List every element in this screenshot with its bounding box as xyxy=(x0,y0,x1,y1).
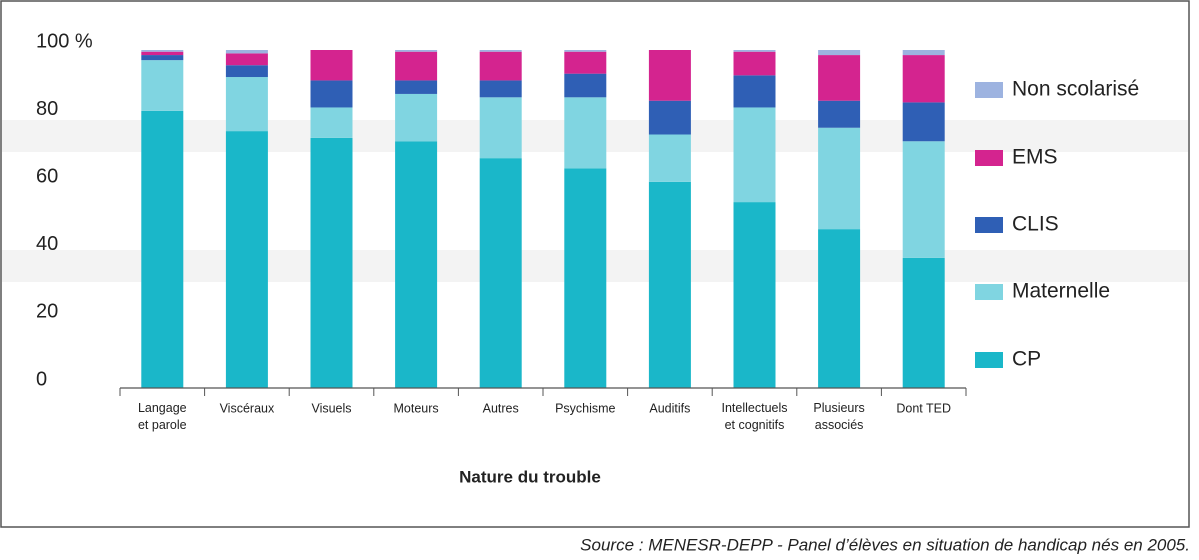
bar-segment xyxy=(902,257,945,388)
bar-segment xyxy=(225,77,268,132)
y-tick-label: 100 % xyxy=(36,30,93,52)
source: Source : MENESR-DEPP - Panel d’élèves en… xyxy=(580,535,1190,554)
bar-segment xyxy=(564,97,607,169)
bar-segment xyxy=(310,50,353,81)
bar-segment xyxy=(902,50,945,56)
bar-segment xyxy=(564,50,607,52)
y-tick-label: 0 xyxy=(36,368,47,390)
legend-swatch xyxy=(975,82,1003,98)
x-tick-label: Visuels xyxy=(311,401,351,415)
legend-label: CP xyxy=(1012,348,1041,371)
bar-segment xyxy=(225,53,268,66)
bar-segment xyxy=(733,75,776,108)
bar-segment xyxy=(395,51,438,81)
bar-segment xyxy=(818,127,861,230)
legend-swatch xyxy=(975,284,1003,300)
legend-label: Non scolarisé xyxy=(1012,78,1139,101)
bar-segment xyxy=(225,131,268,388)
legend-swatch xyxy=(975,217,1003,233)
bar-segment xyxy=(225,50,268,54)
bar-segment xyxy=(310,80,353,108)
bar-segment xyxy=(564,73,607,98)
y-tick-label: 60 xyxy=(36,165,58,187)
bar-segment xyxy=(479,158,522,388)
x-tick-label: Plusieurs associés xyxy=(813,401,864,432)
bar-segment xyxy=(902,55,945,103)
y-tick-label: 40 xyxy=(36,233,58,255)
bar-segment xyxy=(648,50,691,101)
x-tick-label: Dont TED xyxy=(896,401,951,415)
bar-segment xyxy=(479,80,522,98)
bar-segment xyxy=(733,50,776,52)
bar-segment xyxy=(395,141,438,388)
bar-segment xyxy=(479,51,522,81)
bar-segment xyxy=(818,100,861,128)
x-tick-label: Intellectuels et cognitifs xyxy=(721,401,787,432)
x-tick-label: Auditifs xyxy=(649,401,690,415)
x-tick-label: Moteurs xyxy=(394,401,439,415)
bar-segment xyxy=(479,50,522,52)
bar-segment xyxy=(141,110,184,388)
legend-label: EMS xyxy=(1012,146,1058,169)
bar-segment xyxy=(648,181,691,388)
bar-segment xyxy=(141,60,184,111)
bar-segment xyxy=(648,134,691,182)
y-tick-label: 80 xyxy=(36,98,58,120)
x-tick-label: Langage et parole xyxy=(138,401,187,432)
bar-segment xyxy=(818,55,861,101)
bar-segment xyxy=(310,107,353,138)
bar-segment xyxy=(564,168,607,388)
bar-segment xyxy=(902,102,945,142)
bar-segment xyxy=(648,100,691,135)
bar-segment xyxy=(395,93,438,142)
legend-swatch xyxy=(975,150,1003,166)
bar-segment xyxy=(225,65,268,78)
legend-label: Maternelle xyxy=(1012,280,1110,303)
bar-segment xyxy=(564,51,607,74)
bar-segment xyxy=(733,107,776,203)
y-tick-label: 20 xyxy=(36,301,58,323)
x-axis-label: Nature du trouble xyxy=(459,467,601,486)
bar-segment xyxy=(818,50,861,56)
bar-segment xyxy=(733,202,776,388)
bar-segment xyxy=(479,97,522,159)
legend-swatch xyxy=(975,352,1003,368)
bar-segment xyxy=(141,55,184,61)
legend-label: CLIS xyxy=(1012,213,1059,236)
bar-segment xyxy=(310,137,353,388)
bar-segment xyxy=(733,51,776,76)
x-tick-label: Autres xyxy=(483,401,519,415)
x-tick-label: Viscéraux xyxy=(220,401,275,415)
bar-segment xyxy=(395,80,438,94)
x-tick-label: Psychisme xyxy=(555,401,615,415)
bar-segment xyxy=(902,141,945,258)
bar-segment xyxy=(395,50,438,52)
bar-segment xyxy=(141,50,184,52)
bar-segment xyxy=(818,229,861,388)
bar-segment xyxy=(141,51,184,56)
